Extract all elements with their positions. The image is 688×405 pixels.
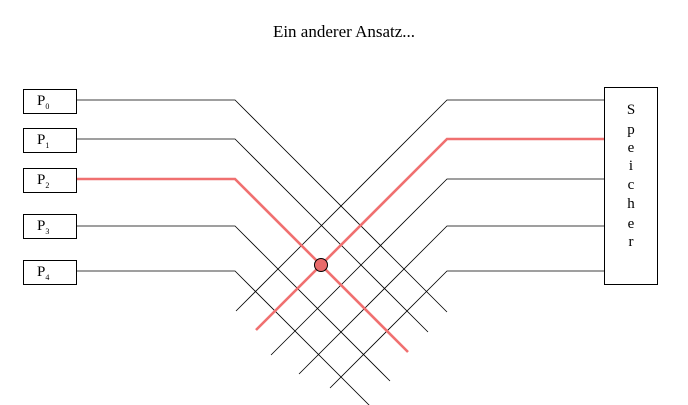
processor-line-p4 — [77, 270, 370, 405]
processor-letter: P — [37, 218, 46, 234]
memory-letter-5: c — [627, 177, 635, 193]
memory-letter-6: h — [627, 196, 635, 212]
slide-title: Ein anderer Ansatz... — [272, 22, 416, 41]
memory-lines — [235, 99, 604, 389]
memory-letter-8: r — [628, 234, 634, 250]
memory-line-4 — [329, 270, 604, 389]
processor-letter: P — [37, 264, 46, 280]
memory-line-0 — [235, 99, 604, 312]
processor-line-p3 — [77, 225, 391, 382]
processor-letter: P — [37, 132, 46, 148]
memory-box: S p e i c h e r — [604, 87, 658, 285]
processor-box-p3: P3 — [23, 214, 77, 239]
processor-line-p0 — [77, 99, 448, 313]
memory-letter-3: e — [627, 140, 635, 156]
memory-line-3 — [298, 225, 604, 375]
processor-box-p4: P4 — [23, 260, 77, 285]
memory-line-2 — [270, 178, 604, 356]
memory-letter-2: p — [627, 122, 635, 138]
memory-letter-7: e — [627, 216, 635, 232]
crosspoint-node — [314, 258, 328, 272]
processor-index: 1 — [45, 141, 50, 150]
processor-box-p2: P2 — [23, 168, 77, 193]
processor-lines — [77, 99, 448, 405]
highlighted-memory-line-1 — [255, 137, 604, 331]
processor-index: 3 — [45, 227, 50, 236]
processor-index: 0 — [45, 102, 50, 111]
processor-index: 4 — [45, 273, 50, 282]
highlighted-processor-line-p2 — [77, 177, 409, 353]
processor-index: 2 — [45, 181, 50, 190]
highlighted-path — [77, 137, 604, 353]
processor-letter: P — [37, 172, 46, 188]
processor-box-p1: P1 — [23, 128, 77, 153]
processor-letter: P — [37, 93, 46, 109]
processor-line-p1 — [77, 138, 429, 333]
processor-box-p0: P0 — [23, 89, 77, 114]
memory-letter-1: S — [626, 102, 636, 118]
memory-letter-4: i — [628, 158, 634, 174]
